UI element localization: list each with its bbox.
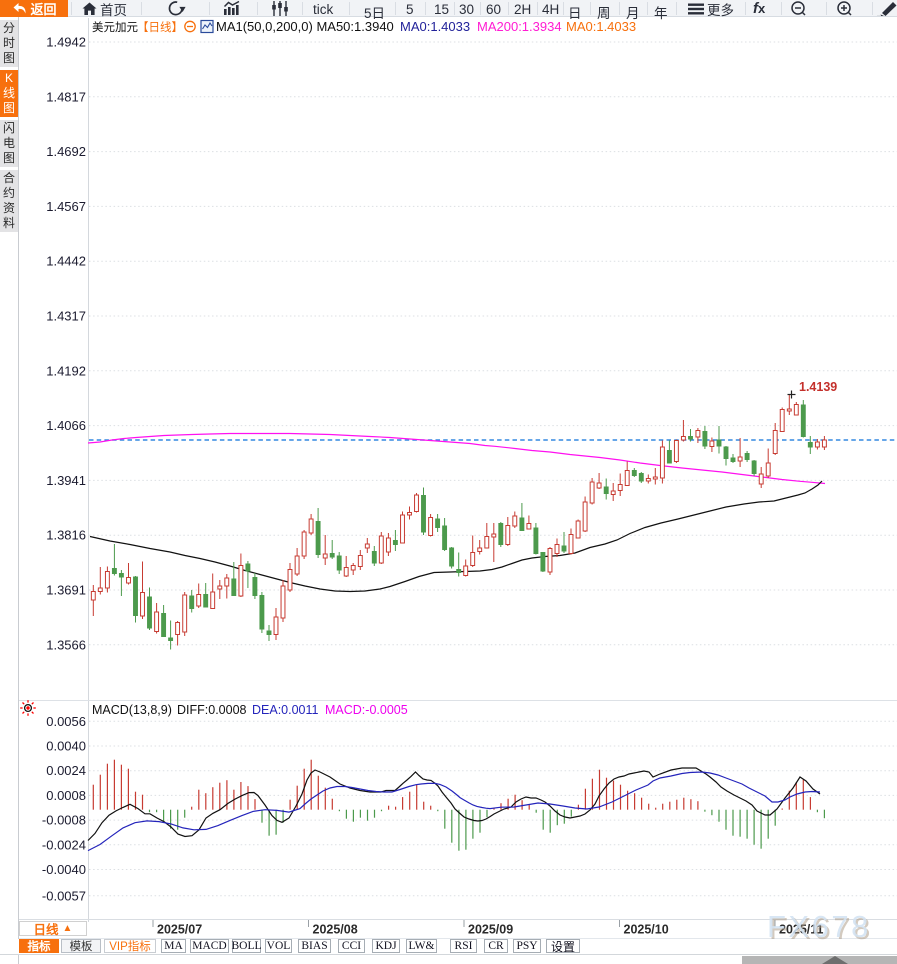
svg-text:1.4442: 1.4442 <box>46 254 86 269</box>
svg-text:1.4567: 1.4567 <box>46 199 86 214</box>
svg-text:MA200:1.3934: MA200:1.3934 <box>477 19 562 34</box>
svg-text:1.3816: 1.3816 <box>46 528 86 543</box>
svg-text:1.4817: 1.4817 <box>46 89 86 104</box>
svg-text:1.3691: 1.3691 <box>46 583 86 598</box>
svg-text:-0.0040: -0.0040 <box>42 862 86 877</box>
svg-text:MA0:1.4033: MA0:1.4033 <box>566 19 636 34</box>
svg-text:MACD(13,8,9): MACD(13,8,9) <box>92 703 172 717</box>
svg-text:1.4692: 1.4692 <box>46 144 86 159</box>
svg-text:-0.0057: -0.0057 <box>42 888 86 903</box>
svg-text:1.4317: 1.4317 <box>46 309 86 324</box>
svg-text:1.4942: 1.4942 <box>46 35 86 50</box>
svg-text:DIFF:0.0008: DIFF:0.0008 <box>177 703 247 717</box>
svg-text:0.0040: 0.0040 <box>46 739 86 754</box>
svg-text:MACD:-0.0005: MACD:-0.0005 <box>325 703 408 717</box>
svg-text:1.3566: 1.3566 <box>46 637 86 652</box>
svg-text:0.0056: 0.0056 <box>46 714 86 729</box>
svg-text:1.3941: 1.3941 <box>46 473 86 488</box>
svg-text:美元加元: 美元加元 <box>92 20 138 34</box>
svg-text:0.0008: 0.0008 <box>46 788 86 803</box>
svg-text:0.0024: 0.0024 <box>46 763 86 778</box>
svg-text:2025/11: 2025/11 <box>779 923 824 937</box>
svg-text:2025/08: 2025/08 <box>313 923 358 937</box>
svg-text:-0.0024: -0.0024 <box>42 837 86 852</box>
svg-text:DEA:0.0011: DEA:0.0011 <box>252 703 319 717</box>
svg-text:-0.0008: -0.0008 <box>42 813 86 828</box>
svg-text:1.4066: 1.4066 <box>46 418 86 433</box>
svg-text:1.4192: 1.4192 <box>46 363 86 378</box>
svg-text:2025/07: 2025/07 <box>157 923 202 937</box>
svg-text:2025/10: 2025/10 <box>624 923 669 937</box>
svg-text:1.4139: 1.4139 <box>799 380 837 394</box>
svg-text:MA1(50,0,200,0) MA50:1.3940: MA1(50,0,200,0) MA50:1.3940 <box>216 19 394 34</box>
svg-text:2025/09: 2025/09 <box>468 923 513 937</box>
svg-text:MA0:1.4033: MA0:1.4033 <box>400 19 470 34</box>
svg-text:【日线】: 【日线】 <box>137 20 183 34</box>
